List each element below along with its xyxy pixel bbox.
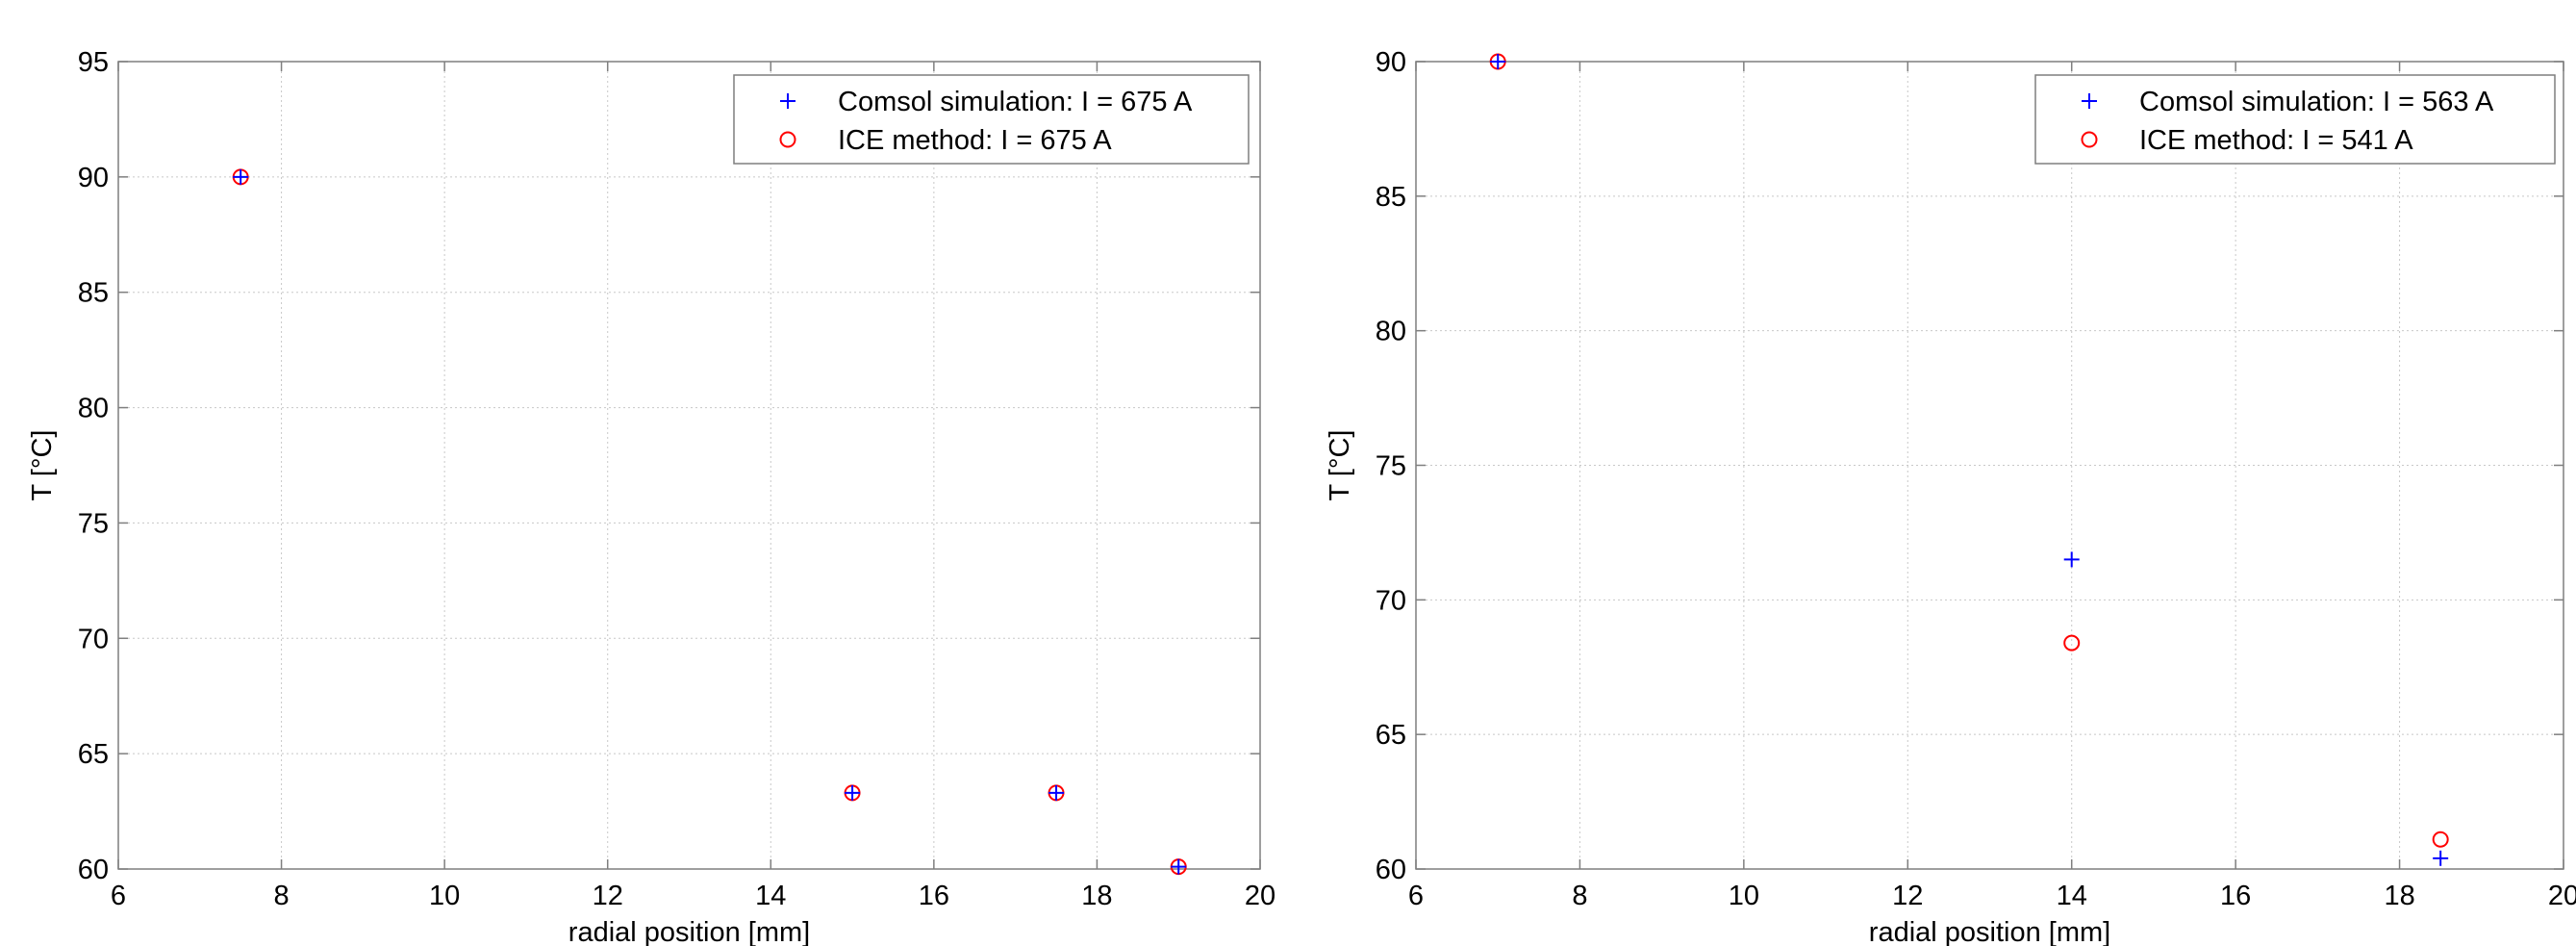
y-tick-label: 90 xyxy=(1376,47,1406,78)
y-tick-label: 70 xyxy=(78,624,109,654)
legend-entry-label: Comsol simulation: I = 563 A xyxy=(2139,87,2494,117)
y-tick-label: 75 xyxy=(78,508,109,539)
legend-marker xyxy=(780,93,796,109)
x-tick-label: 6 xyxy=(1408,881,1424,911)
y-tick-label: 60 xyxy=(78,855,109,885)
x-tick-label: 6 xyxy=(111,881,126,911)
x-tick-label: 10 xyxy=(429,881,460,911)
data-point-plus xyxy=(1171,858,1187,875)
x-tick-label: 20 xyxy=(1245,881,1275,911)
data-point-plus xyxy=(845,784,861,801)
y-tick-label: 80 xyxy=(1376,317,1406,347)
x-tick-label: 14 xyxy=(2057,881,2087,911)
x-tick-label: 12 xyxy=(593,881,623,911)
legend-entry-label: Comsol simulation: I = 675 A xyxy=(838,87,1193,117)
data-point-circle xyxy=(2063,634,2081,652)
legend-entry-label: ICE method: I = 675 A xyxy=(838,125,1112,156)
legend-marker xyxy=(779,131,796,148)
left-chart: 6 8 10 12 14 16 18 20 60 65 70 75 80 85 90 95 radial pos… xyxy=(27,47,1275,946)
y-tick-label: 85 xyxy=(1376,182,1406,213)
legend-marker xyxy=(2081,131,2098,148)
axes-box xyxy=(117,61,1261,870)
x-tick-label: 16 xyxy=(919,881,949,911)
x-tick-label: 20 xyxy=(2548,881,2576,911)
legend-entry-label: ICE method: I = 541 A xyxy=(2139,125,2413,156)
series-comsol xyxy=(1490,54,2449,866)
x-tick-label: 18 xyxy=(1081,881,1112,911)
data-point-plus xyxy=(1048,784,1065,801)
x-axis-label: radial position [mm] xyxy=(568,917,810,946)
legend-box xyxy=(2034,74,2556,165)
x-tick-label: 14 xyxy=(755,881,786,911)
legend: Comsol simulation: I = 563 A ICE method: … xyxy=(2034,74,2556,165)
x-tick-label: 16 xyxy=(2220,881,2251,911)
y-tick-label: 90 xyxy=(78,163,109,193)
data-point-plus xyxy=(2433,850,2449,866)
data-point-plus xyxy=(2063,551,2080,568)
data-point-plus xyxy=(233,168,249,185)
legend: Comsol simulation: I = 675 A ICE method: … xyxy=(733,74,1250,165)
y-tick-label: 95 xyxy=(78,47,109,78)
legend-box xyxy=(733,74,1250,165)
y-tick-label: 75 xyxy=(1376,451,1406,482)
plot-area xyxy=(118,62,1260,869)
y-tick-label: 60 xyxy=(1376,855,1406,885)
y-tick-label: 65 xyxy=(1376,720,1406,751)
y-axis-label: T [°C] xyxy=(27,430,58,501)
right-chart: 6 8 10 12 14 16 18 20 60 65 70 75 80 85 90 radial posit… xyxy=(1325,47,2576,946)
y-tick-label: 80 xyxy=(78,394,109,424)
legend-marker xyxy=(2082,93,2097,109)
x-tick-label: 10 xyxy=(1729,881,1759,911)
x-tick-label: 18 xyxy=(2384,881,2414,911)
data-point-plus xyxy=(1490,54,1506,69)
x-tick-label: 12 xyxy=(1892,881,1923,911)
y-tick-label: 65 xyxy=(78,739,109,770)
y-tick-label: 85 xyxy=(78,278,109,309)
series-comsol xyxy=(233,168,1187,875)
x-tick-label: 8 xyxy=(274,881,290,911)
data-point-circle xyxy=(2432,831,2449,848)
x-tick-label: 8 xyxy=(1572,881,1587,911)
x-axis-label: radial position [mm] xyxy=(1869,917,2110,946)
y-axis-label: T [°C] xyxy=(1325,430,1355,501)
y-tick-label: 70 xyxy=(1376,585,1406,616)
